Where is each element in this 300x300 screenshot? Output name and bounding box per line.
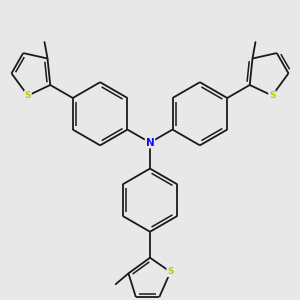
Text: S: S: [269, 91, 275, 100]
Text: N: N: [146, 138, 154, 148]
Text: S: S: [25, 91, 31, 100]
Text: S: S: [167, 267, 174, 276]
